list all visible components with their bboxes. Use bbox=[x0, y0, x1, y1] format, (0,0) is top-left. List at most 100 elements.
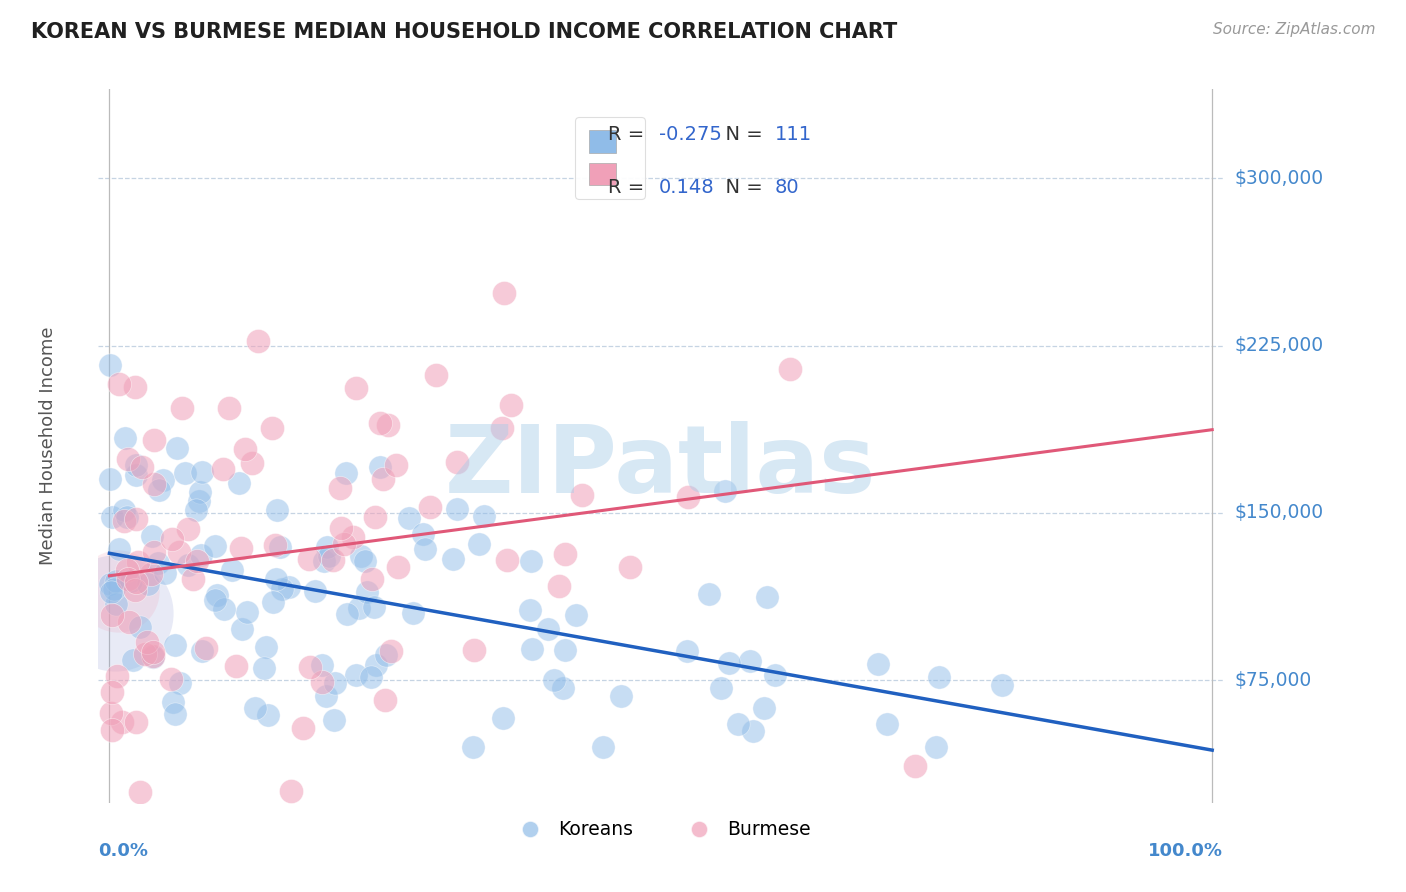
Point bbox=[610, 689, 633, 703]
Point bbox=[496, 553, 519, 567]
Point bbox=[491, 420, 513, 434]
Point bbox=[292, 721, 315, 735]
Text: Median Household Income: Median Household Income bbox=[39, 326, 56, 566]
Point bbox=[103, 582, 125, 596]
Point bbox=[107, 583, 129, 598]
Point bbox=[100, 358, 122, 372]
Text: ZIPatlas: ZIPatlas bbox=[446, 421, 876, 514]
Point bbox=[131, 460, 153, 475]
Point bbox=[124, 583, 146, 598]
Point bbox=[318, 549, 340, 564]
Point bbox=[264, 572, 287, 586]
Point bbox=[336, 607, 359, 622]
Point bbox=[142, 649, 165, 664]
Point bbox=[271, 582, 294, 597]
Point bbox=[221, 562, 243, 576]
Text: KOREAN VS BURMESE MEDIAN HOUSEHOLD INCOME CORRELATION CHART: KOREAN VS BURMESE MEDIAN HOUSEHOLD INCOM… bbox=[31, 22, 897, 42]
Point bbox=[697, 587, 720, 601]
Point bbox=[101, 723, 124, 738]
Point bbox=[374, 693, 396, 707]
Point bbox=[364, 657, 387, 672]
Point bbox=[204, 539, 226, 553]
Point bbox=[384, 458, 406, 472]
Point bbox=[143, 476, 166, 491]
Point bbox=[344, 381, 367, 395]
Text: N =: N = bbox=[713, 178, 769, 197]
Point bbox=[104, 607, 127, 621]
Point bbox=[304, 584, 326, 599]
Point bbox=[191, 466, 214, 480]
Point bbox=[315, 689, 337, 703]
Point bbox=[494, 286, 516, 301]
Point bbox=[136, 577, 159, 591]
Point bbox=[108, 377, 131, 392]
Point bbox=[363, 599, 385, 614]
Point bbox=[323, 676, 346, 690]
Point bbox=[468, 537, 491, 551]
Point bbox=[554, 547, 576, 561]
Point bbox=[676, 490, 699, 504]
Point bbox=[425, 368, 447, 382]
Point bbox=[311, 658, 333, 673]
Point bbox=[228, 476, 250, 491]
Point bbox=[571, 488, 593, 502]
Point bbox=[135, 635, 157, 649]
Point bbox=[186, 553, 208, 567]
Point bbox=[233, 442, 256, 457]
Point bbox=[364, 509, 387, 524]
Point bbox=[108, 541, 131, 556]
Point bbox=[191, 644, 214, 658]
Point bbox=[117, 452, 139, 467]
Point bbox=[371, 472, 394, 486]
Point bbox=[269, 540, 291, 554]
Point bbox=[166, 441, 188, 455]
Point bbox=[446, 501, 468, 516]
Point bbox=[280, 784, 302, 798]
Point bbox=[152, 473, 174, 487]
Point bbox=[368, 416, 391, 430]
Point bbox=[925, 740, 948, 755]
Point bbox=[114, 431, 136, 445]
Point bbox=[446, 455, 468, 469]
Point bbox=[277, 580, 299, 594]
Point bbox=[101, 608, 124, 623]
Point bbox=[257, 708, 280, 723]
Point bbox=[212, 602, 235, 616]
Point bbox=[254, 640, 277, 655]
Point bbox=[240, 456, 263, 470]
Point bbox=[100, 585, 122, 599]
Point bbox=[349, 600, 371, 615]
Point bbox=[619, 560, 641, 574]
Point bbox=[98, 472, 121, 486]
Point bbox=[163, 638, 186, 652]
Point bbox=[124, 380, 146, 394]
Point bbox=[727, 717, 749, 731]
Point bbox=[754, 701, 776, 715]
Point bbox=[141, 566, 163, 581]
Text: 80: 80 bbox=[775, 178, 799, 197]
Text: 111: 111 bbox=[775, 125, 811, 144]
Point bbox=[412, 527, 434, 541]
Point bbox=[120, 574, 142, 588]
Point bbox=[114, 514, 136, 528]
Text: R =: R = bbox=[607, 178, 651, 197]
Point bbox=[461, 740, 484, 755]
Point bbox=[111, 715, 134, 730]
Point bbox=[333, 536, 356, 550]
Point bbox=[717, 656, 740, 670]
Point bbox=[398, 511, 420, 525]
Point bbox=[142, 645, 165, 659]
Point bbox=[129, 620, 152, 634]
Point bbox=[169, 545, 191, 559]
Point bbox=[165, 706, 187, 721]
Point bbox=[353, 554, 375, 568]
Point bbox=[105, 574, 128, 589]
Point bbox=[322, 553, 344, 567]
Point bbox=[160, 533, 183, 547]
Point bbox=[112, 502, 135, 516]
Point bbox=[195, 641, 218, 656]
Point bbox=[741, 724, 763, 739]
Text: R =: R = bbox=[607, 125, 651, 144]
Point bbox=[738, 654, 761, 668]
Point bbox=[344, 668, 367, 682]
